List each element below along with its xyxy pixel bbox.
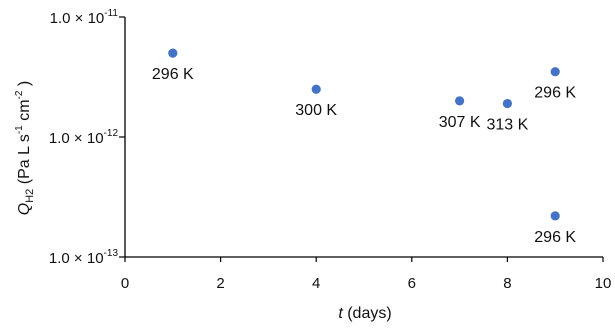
x-tick-label: 4 [312,275,320,292]
y-tick-label: 1.0 × 10-13 [49,248,119,267]
y-axis-units-pre: (Pa L s [16,134,33,189]
x-axis-units: (days) [343,305,392,322]
data-label: 296 K [534,229,576,246]
data-label: 307 K [439,114,481,131]
y-axis-units-mid: cm [16,99,33,125]
y-tick-label: 1.0 × 10-12 [49,128,119,147]
data-points [168,48,560,221]
data-point [550,67,560,77]
data-label: 313 K [486,117,528,134]
data-point [311,84,321,94]
x-axis-ticks: 0 2 4 6 8 10 [121,257,612,292]
data-point [502,98,512,109]
data-label: 296 K [534,85,576,102]
y-axis-ticks: 1.0 × 10-11 1.0 × 10-12 1.0 × 10-13 [49,8,125,267]
y-axis-title: QH2 (Pa L s-1 cm-2 ) [14,81,36,215]
axes [124,17,603,258]
y-tick-label: 1.0 × 10-11 [50,8,119,27]
data-point [455,96,465,106]
x-tick-label: 10 [595,275,612,292]
x-tick-label: 6 [408,275,416,292]
data-labels: 296 K 300 K 307 K 313 K 296 K 296 K [152,66,577,246]
x-axis-variable: t [338,305,343,322]
y-axis-exp1: -1 [14,125,25,134]
x-tick-label: 8 [503,275,511,292]
y-axis-subscript: H2 [24,189,36,203]
data-point [168,48,178,58]
data-point [550,211,560,221]
data-label: 296 K [152,66,194,83]
y-axis-variable: Q [16,203,33,215]
x-axis-title: t (days) [338,305,391,322]
data-label: 300 K [295,102,337,119]
x-tick-label: 0 [121,275,129,292]
x-tick-label: 2 [216,275,224,292]
y-axis-exp2: -2 [14,90,25,99]
y-axis-units-post: ) [16,81,33,91]
